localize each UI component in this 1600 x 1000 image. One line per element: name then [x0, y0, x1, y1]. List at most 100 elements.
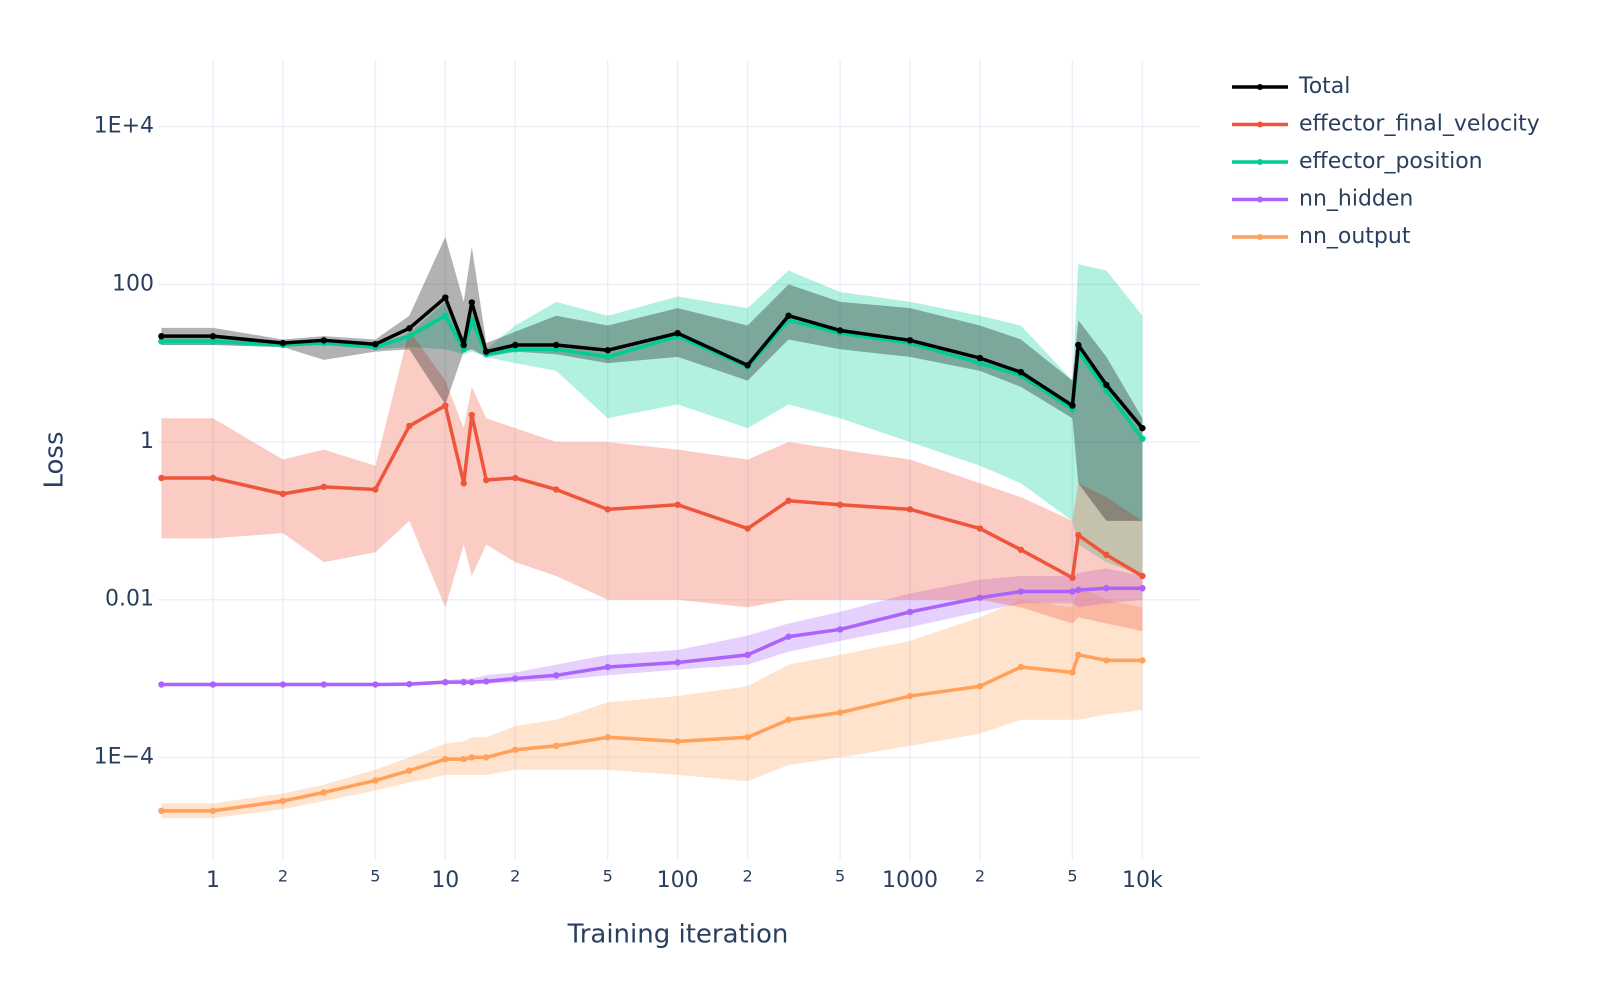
point	[674, 501, 681, 508]
point	[785, 497, 792, 504]
x-tick-label: 5	[370, 867, 380, 886]
x-tick-label: 100	[657, 868, 699, 893]
band	[161, 585, 1143, 819]
point	[604, 734, 611, 741]
line	[161, 653, 1143, 813]
point	[468, 299, 475, 306]
point	[906, 692, 914, 700]
point	[483, 348, 490, 355]
x-tick-label: 1	[206, 868, 220, 893]
legend-item: nn_hidden	[1232, 187, 1413, 212]
point	[442, 402, 449, 409]
point	[785, 312, 792, 319]
x-tick-label: 5	[1067, 867, 1077, 886]
point	[976, 683, 984, 690]
point	[1069, 588, 1076, 595]
point	[674, 738, 681, 745]
legend-marker	[1257, 234, 1263, 240]
point	[483, 678, 490, 685]
point	[744, 525, 751, 532]
point	[320, 789, 328, 796]
point	[1075, 586, 1082, 594]
point	[460, 755, 467, 763]
x-tick-label: 2	[510, 867, 520, 886]
point	[512, 675, 519, 682]
point	[158, 332, 165, 340]
point	[836, 501, 844, 508]
point	[785, 633, 792, 640]
legend-label: effector_position	[1299, 149, 1483, 174]
point	[483, 476, 490, 484]
point	[372, 486, 379, 493]
grid	[158, 60, 1200, 860]
legend-label: Total	[1298, 74, 1350, 99]
point	[483, 754, 490, 761]
point	[406, 325, 413, 332]
point	[209, 337, 217, 345]
point	[320, 337, 328, 344]
line	[161, 295, 1144, 430]
point	[406, 422, 413, 430]
point	[1069, 574, 1076, 581]
legend-item: effector_final_velocity	[1232, 112, 1540, 137]
point	[442, 294, 449, 301]
point	[674, 659, 681, 666]
point	[1139, 572, 1146, 580]
point	[744, 362, 751, 369]
point	[1139, 584, 1146, 592]
point	[372, 777, 379, 784]
x-tick-label: 5	[603, 867, 613, 886]
y-tick-label: 0.01	[105, 587, 154, 612]
point	[976, 525, 984, 532]
band	[161, 330, 1143, 632]
legend-item: effector_position	[1232, 149, 1483, 174]
x-axis-title: Training iteration	[567, 920, 789, 950]
point	[158, 337, 165, 345]
point	[1017, 368, 1025, 376]
point	[406, 767, 413, 774]
point	[552, 486, 560, 493]
x-tick-label: 2	[278, 867, 288, 886]
point	[1017, 588, 1025, 595]
line	[161, 313, 1144, 440]
point	[460, 480, 467, 487]
point	[1075, 651, 1082, 659]
point	[604, 506, 611, 513]
point	[836, 626, 844, 633]
point	[1017, 663, 1025, 671]
y-tick-label: 1E−4	[94, 744, 154, 769]
point	[552, 341, 560, 349]
legend-label: nn_hidden	[1299, 187, 1413, 212]
point	[1069, 402, 1076, 409]
point	[976, 594, 984, 601]
point	[1103, 381, 1110, 389]
x-tick-label: 10k	[1122, 868, 1163, 893]
point	[1075, 341, 1082, 349]
point	[604, 347, 611, 354]
point	[320, 483, 328, 491]
legend-label: effector_final_velocity	[1299, 112, 1540, 137]
point	[279, 490, 287, 498]
point	[158, 474, 165, 482]
legend-marker	[1257, 121, 1263, 128]
point	[552, 742, 560, 750]
x-tick-label: 1000	[882, 868, 938, 893]
legend-marker	[1257, 159, 1263, 165]
point	[674, 329, 681, 337]
point	[836, 709, 844, 716]
point	[209, 474, 217, 482]
x-tick-label: 10	[431, 868, 459, 893]
line	[161, 586, 1143, 687]
plot-area	[158, 236, 1146, 819]
point	[906, 337, 914, 344]
point	[604, 353, 611, 361]
point	[468, 411, 475, 419]
point	[836, 327, 844, 334]
point	[906, 608, 914, 616]
point	[460, 341, 467, 349]
y-tick-label: 1E+4	[94, 114, 154, 139]
legend-item: nn_output	[1232, 224, 1411, 249]
legend-item: Total	[1232, 74, 1350, 99]
point	[1075, 531, 1082, 539]
